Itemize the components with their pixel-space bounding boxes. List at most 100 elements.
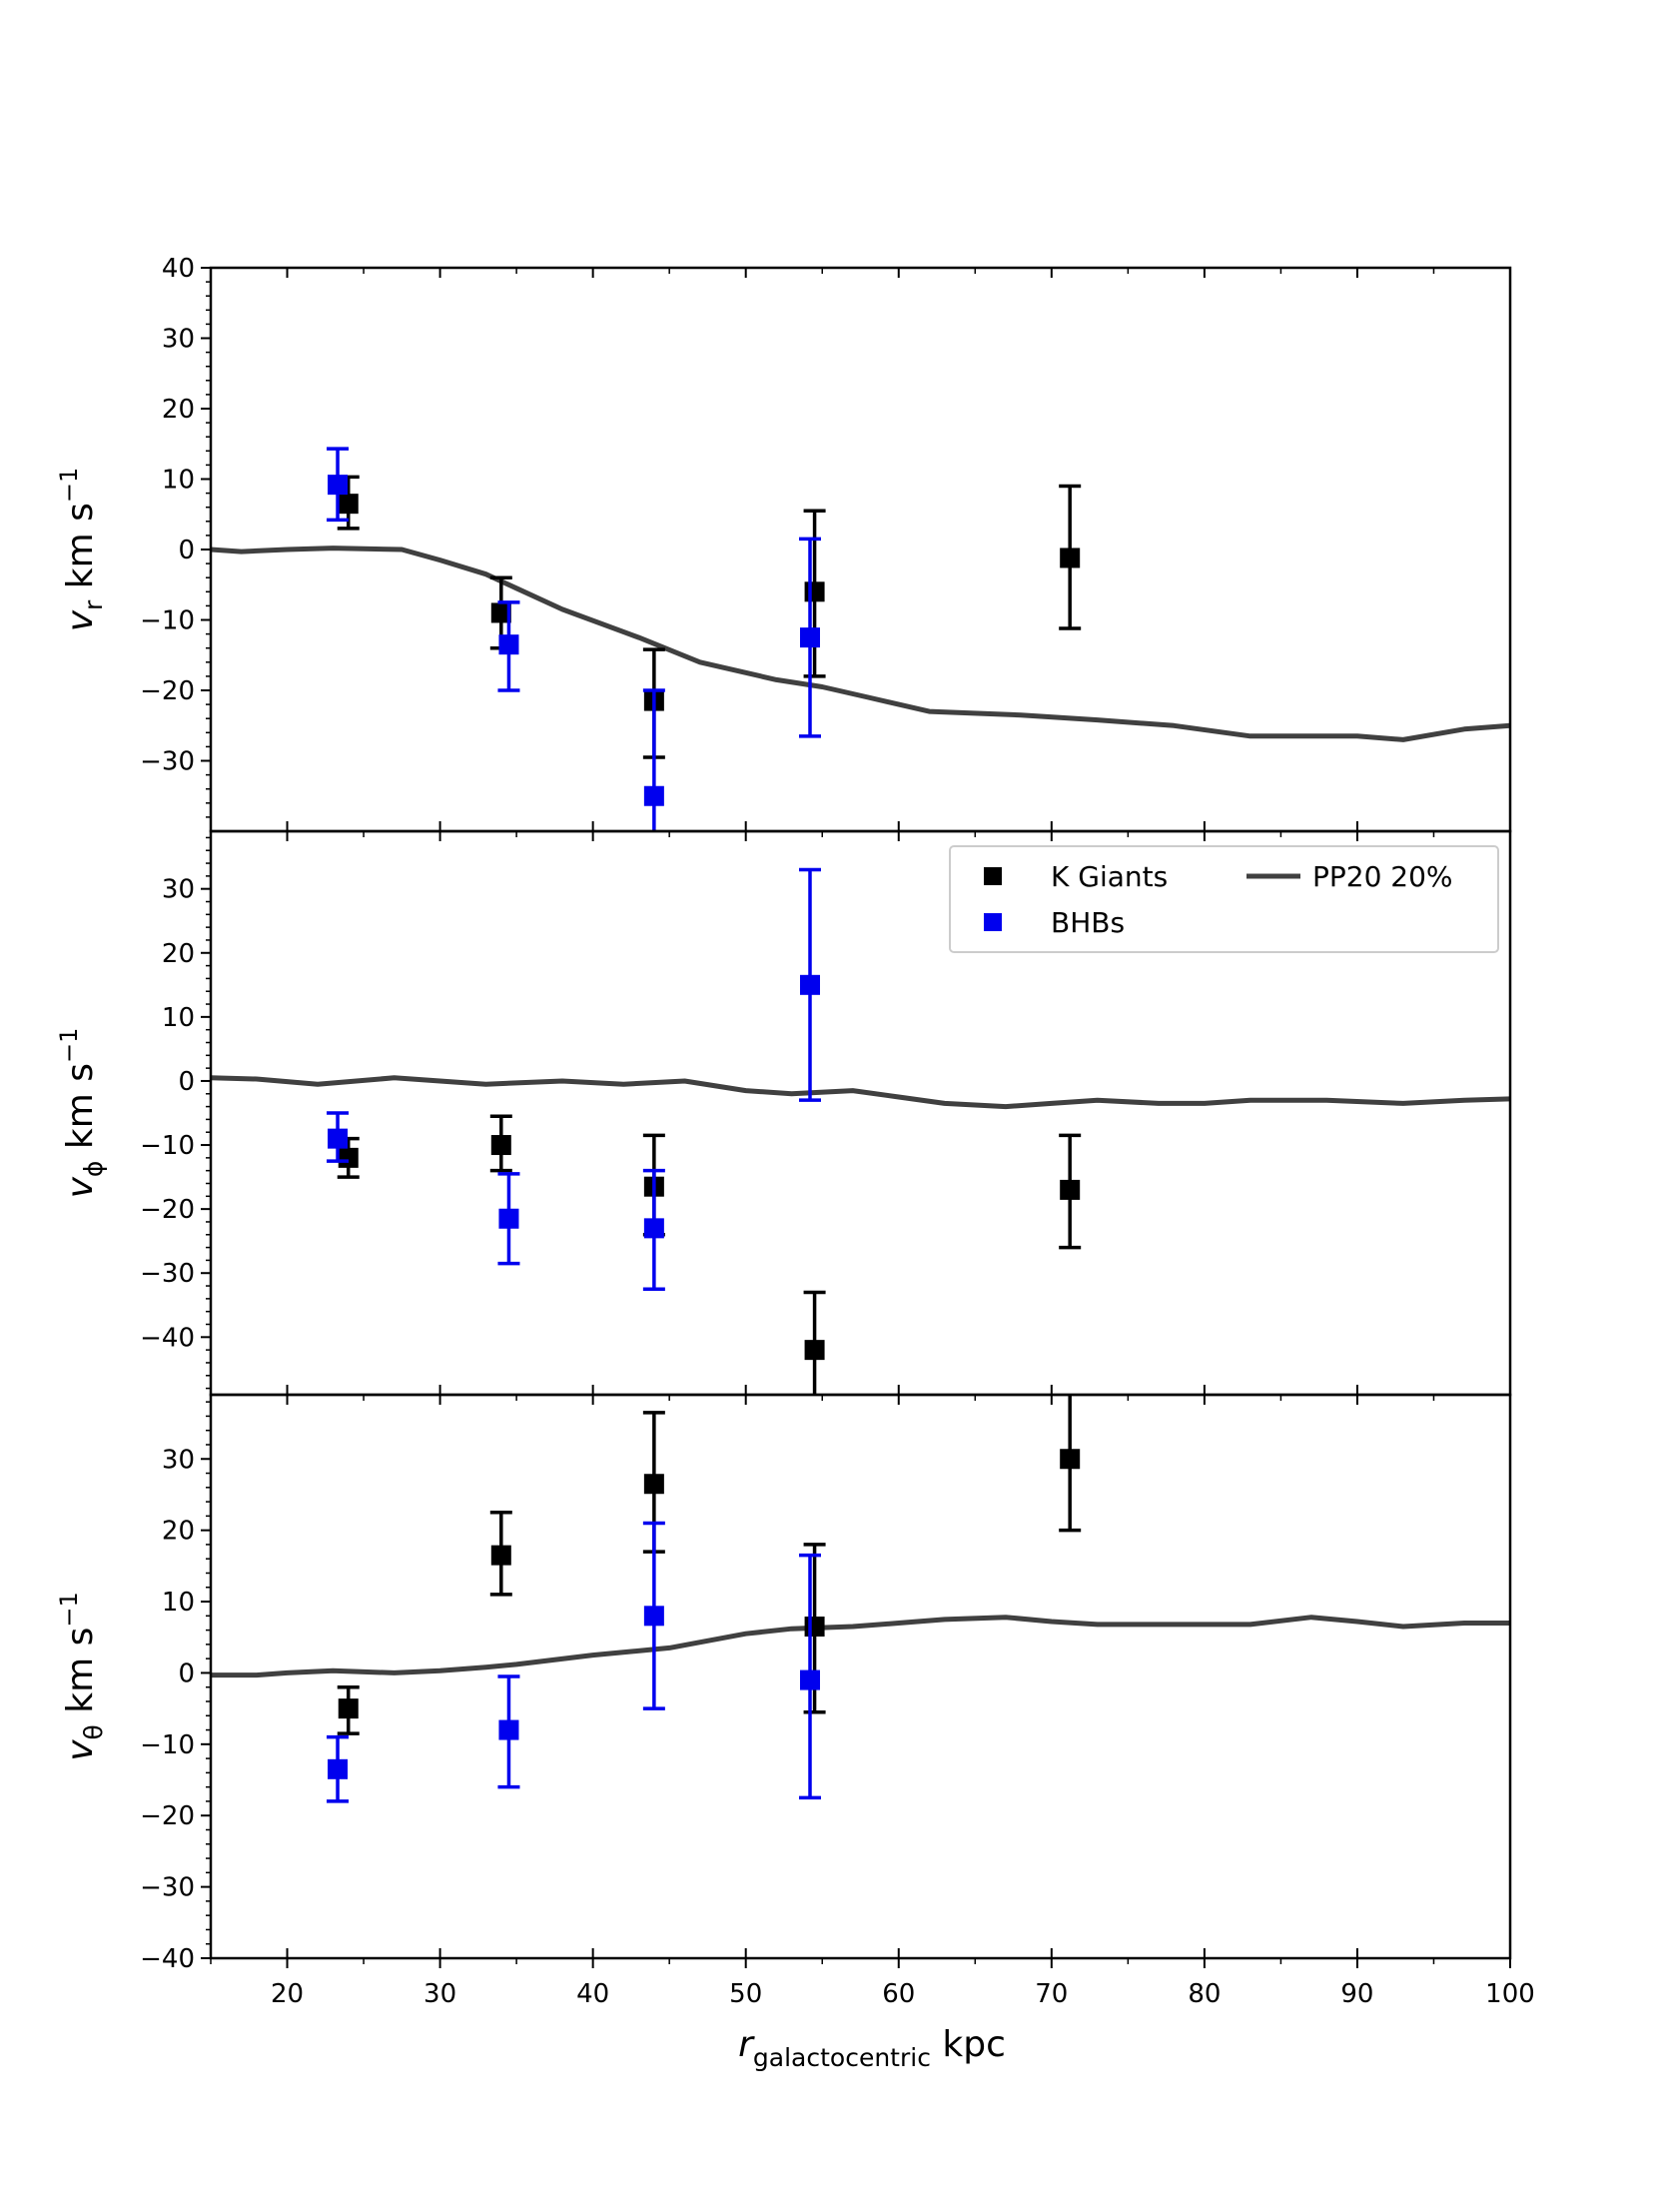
- ytick-label-vr-7: −30: [140, 747, 195, 777]
- ytick-label-vtheta-2: 10: [162, 1588, 195, 1618]
- ytick-label-vr-1: 30: [162, 325, 195, 355]
- bhbs-point-vphi-2: [642, 1168, 665, 1291]
- ytick-label-vtheta-1: 20: [162, 1517, 195, 1547]
- xtick-label-3: 50: [729, 1979, 762, 2009]
- k_giants-marker-vtheta-1: [490, 1545, 511, 1566]
- y-axis-label-unit-vtheta: km s: [60, 1628, 101, 1725]
- ytick-label-vtheta-4: −10: [140, 1730, 195, 1760]
- legend-frame: [949, 845, 1499, 953]
- k_giants-marker-vr-4: [1060, 548, 1081, 568]
- k_giants-point-vphi-3: [803, 1290, 826, 1395]
- k_giants-point-vr-3: [803, 509, 826, 678]
- k_giants-marker-vphi-1: [490, 1135, 511, 1156]
- y-axis-label-main-vtheta: v: [60, 1739, 101, 1761]
- legend-marker-bhbs: [984, 913, 1002, 931]
- model-line-vphi: [211, 1075, 1510, 1110]
- y-axis-label-unit-vphi: km s: [60, 1063, 101, 1161]
- bhbs-point-vtheta-1: [497, 1674, 520, 1789]
- bhbs-marker-vr-3: [799, 627, 820, 648]
- k_giants-point-vphi-4: [1059, 1133, 1082, 1250]
- k_giants-marker-vphi-0: [338, 1147, 359, 1168]
- bhbs-point-vr-0: [327, 447, 350, 523]
- xtick-label-7: 90: [1340, 1979, 1373, 2009]
- ytick-label-vphi-4: −10: [140, 1131, 195, 1161]
- bhbs-point-vphi-0: [327, 1111, 350, 1163]
- panel-frame-vtheta: [209, 1393, 1512, 1960]
- k_giants-marker-vtheta-0: [338, 1698, 359, 1719]
- bhbs-marker-vphi-0: [328, 1128, 349, 1149]
- xtick-label-6: 80: [1188, 1979, 1221, 2009]
- y-axis-label-vr: vr km s−1: [55, 468, 108, 632]
- k_giants-marker-vphi-4: [1060, 1179, 1081, 1200]
- x-axis-label-sub: galactocentric: [753, 2043, 931, 2072]
- xtick-label-4: 60: [882, 1979, 915, 2009]
- xtick-label-2: 40: [576, 1979, 609, 2009]
- ytick-label-vtheta-5: −20: [140, 1801, 195, 1831]
- ytick-label-vr-4: 0: [178, 536, 195, 565]
- bhbs-marker-vtheta-3: [799, 1669, 820, 1690]
- y-axis-label-main-vphi: v: [60, 1176, 101, 1198]
- y-axis-label-main-vr: v: [60, 609, 101, 631]
- k_giants-point-vtheta-1: [489, 1511, 512, 1597]
- y-axis-label-sub-vr: r: [79, 599, 108, 610]
- ytick-label-vr-2: 20: [162, 395, 195, 425]
- ytick-label-vphi-3: 0: [178, 1067, 195, 1097]
- ytick-label-vphi-5: −20: [140, 1195, 195, 1225]
- y-axis-label-sub-vphi: ϕ: [79, 1161, 108, 1178]
- k_giants-point-vtheta-0: [337, 1684, 360, 1735]
- ytick-label-vphi-0: 30: [162, 875, 195, 905]
- ytick-label-vphi-1: 20: [162, 939, 195, 969]
- ytick-label-vtheta-7: −40: [140, 1944, 195, 1974]
- bhbs-marker-vr-2: [643, 785, 664, 806]
- legend-label-k-giants: K Giants: [1051, 860, 1168, 893]
- xtick-label-8: 100: [1485, 1979, 1535, 2009]
- model-line-vr: [211, 546, 1510, 742]
- ytick-label-vr-0: 40: [162, 254, 195, 284]
- k_giants-marker-vtheta-3: [804, 1617, 825, 1638]
- ytick-label-vtheta-3: 0: [178, 1659, 195, 1688]
- bhbs-marker-vtheta-0: [328, 1758, 349, 1779]
- bhbs-marker-vphi-2: [643, 1218, 664, 1239]
- bhbs-marker-vphi-1: [498, 1208, 519, 1229]
- ytick-label-vphi-2: 10: [162, 1003, 195, 1033]
- x-axis-label: rgalactocentric kpc: [738, 2024, 1006, 2072]
- y-axis-label-sub-vtheta: θ: [79, 1724, 108, 1739]
- panel-vr: 40 30 20 10 0 −10 −20 −30 vr km s−1: [55, 254, 1512, 833]
- ytick-label-vtheta-0: 30: [162, 1445, 195, 1475]
- xtick-label-5: 70: [1035, 1979, 1068, 2009]
- bhbs-point-vtheta-2: [642, 1521, 665, 1710]
- y-axis-label-exp-vtheta: −1: [55, 1592, 83, 1627]
- xtick-label-1: 30: [423, 1979, 456, 2009]
- bhbs-marker-vphi-3: [799, 974, 820, 995]
- ytick-label-vphi-7: −40: [140, 1323, 195, 1353]
- bhbs-point-vphi-1: [497, 1172, 520, 1266]
- model-line-vtheta: [211, 1615, 1510, 1678]
- x-axis-label-unit: kpc: [931, 2024, 1006, 2065]
- k_giants-point-vphi-1: [489, 1114, 512, 1173]
- ytick-label-vr-3: 10: [162, 466, 195, 496]
- panel-vtheta: 30 20 10 0 −10 −20 −30 −40 vθ km s−1: [55, 1393, 1512, 1974]
- bhbs-point-vtheta-0: [327, 1734, 350, 1803]
- bhbs-marker-vr-0: [328, 475, 349, 496]
- bhbs-marker-vtheta-1: [498, 1719, 519, 1740]
- bhbs-marker-vr-1: [498, 634, 519, 655]
- y-axis-label-exp-vr: −1: [55, 468, 83, 503]
- x-axis-label-main: r: [738, 2024, 755, 2065]
- ytick-label-vr-5: −10: [140, 606, 195, 636]
- xtick-label-0: 20: [271, 1979, 304, 2009]
- legend-label-model: PP20 20%: [1312, 860, 1453, 893]
- k_giants-point-vtheta-4: [1059, 1395, 1082, 1533]
- y-axis-label-exp-vphi: −1: [55, 1028, 83, 1063]
- k_giants-marker-vphi-3: [804, 1340, 825, 1361]
- legend-marker-k-giants: [984, 867, 1002, 885]
- panel-vphi: 30 20 10 0 −10 −20 −30 −40 vϕ km s−1: [55, 829, 1512, 1397]
- legend-label-bhbs: BHBs: [1051, 906, 1125, 939]
- bhbs-point-vr-2: [642, 688, 665, 831]
- k_giants-marker-vtheta-2: [643, 1474, 664, 1495]
- ytick-label-vphi-6: −30: [140, 1259, 195, 1289]
- k_giants-marker-vr-1: [490, 602, 511, 623]
- y-axis-label-vtheta: vθ km s−1: [55, 1592, 108, 1761]
- bhbs-point-vtheta-3: [798, 1553, 821, 1800]
- legend: K Giants BHBs PP20 20%: [949, 845, 1499, 953]
